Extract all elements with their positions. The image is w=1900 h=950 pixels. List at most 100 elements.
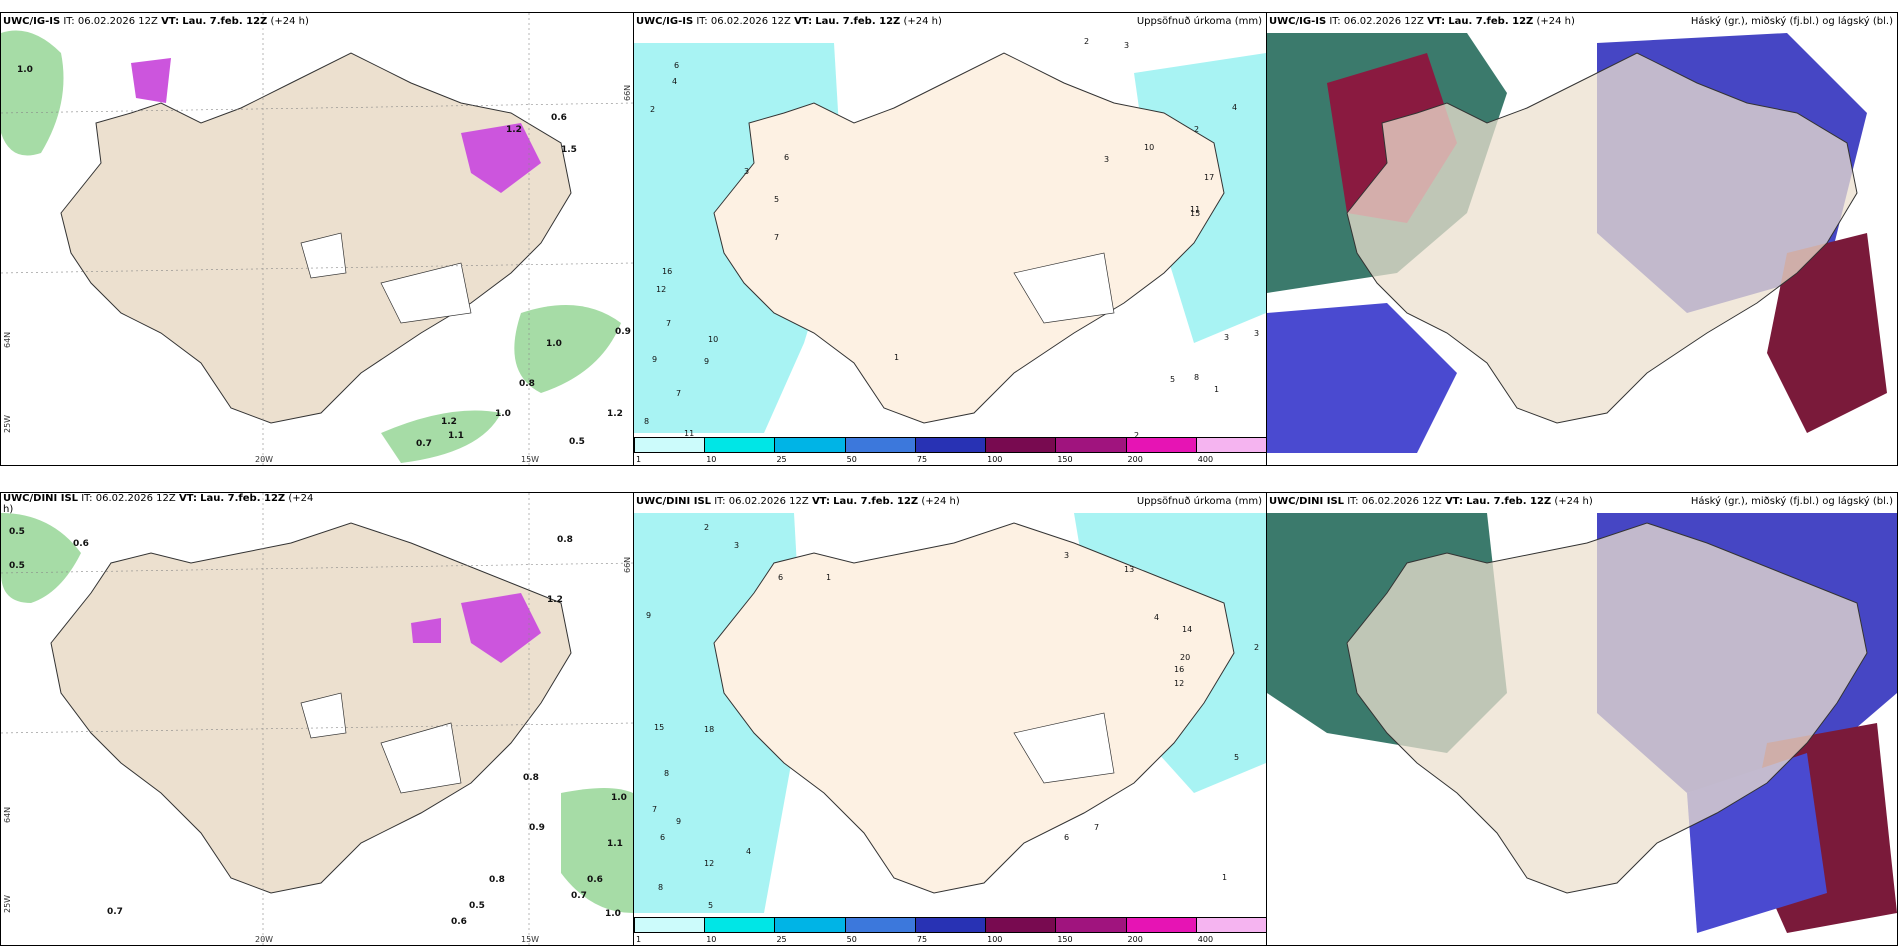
precip-value: 6 (784, 153, 790, 162)
wind-value: 1.0 (495, 409, 511, 419)
lat-label-64n: 64N (3, 331, 12, 348)
map-canvas (1267, 493, 1897, 945)
precip-value: 1 (894, 353, 900, 362)
precip-value: 12 (1174, 679, 1185, 688)
wind-value: 0.7 (571, 891, 587, 901)
precip-colorbar: 1 10 25 50 75 100 150 200 400 (634, 437, 1266, 465)
colorbar-tick-label: 400 (1197, 935, 1214, 944)
precip-green-shading (1, 513, 81, 603)
precip-value: 5 (1170, 375, 1176, 384)
precip-green-shading (561, 788, 633, 913)
precip-value: 8 (664, 769, 670, 778)
colorbar-swatch (844, 917, 916, 933)
precip-value: 3 (1104, 155, 1110, 164)
precip-value: 12 (656, 285, 667, 294)
colorbar-swatch (1195, 437, 1266, 453)
wind-value: 1.0 (611, 793, 627, 803)
precip-value: 9 (704, 357, 710, 366)
precip-value: 16 (1174, 665, 1185, 674)
precip-value: 2 (704, 523, 710, 532)
colorbar-tick-label: 25 (776, 455, 787, 464)
colorbar-tick-label: 25 (776, 935, 787, 944)
colorbar-tick-label: 10 (706, 455, 717, 464)
lon-label-20w: 20W (255, 455, 274, 464)
mid-cloud-shading (1767, 233, 1887, 433)
panel-field-title: Háský (gr.), miðský (fj.bl.) og lágský (… (1690, 16, 1893, 27)
colorbar-swatch (844, 437, 916, 453)
ice-cap (380, 262, 472, 324)
cloud-cover-map-dini-isl: UWC/DINI ISL IT: 06.02.2026 12Z VT: Lau.… (1266, 492, 1898, 946)
colorbar-swatch (985, 917, 1057, 933)
colorbar-swatch (774, 437, 846, 453)
accumulated-precip-map-ig-is: UWC/IG-IS IT: 06.02.2026 12Z VT: Lau. 7.… (633, 12, 1267, 466)
precip-green-shading (381, 410, 501, 463)
precip-value: 20 (1180, 653, 1191, 662)
precip-value: 7 (666, 319, 672, 328)
wind-value: 0.9 (615, 327, 631, 337)
colorbar-tick-label: 1 (636, 455, 642, 464)
ice-cap (300, 692, 347, 739)
precip-value: 16 (662, 267, 673, 276)
precip-value: 4 (672, 77, 678, 86)
iceland-land (713, 522, 1235, 894)
wind-value: 1.1 (607, 839, 623, 849)
violet-shading (461, 123, 541, 193)
map-canvas (1, 493, 633, 945)
colorbar-tick-label: 150 (1057, 935, 1073, 944)
lat-label-25w: 25W (3, 414, 12, 433)
precip-colorbar: 1 10 25 50 75 100 150 200 400 (634, 917, 1266, 945)
precip-value: 7 (1094, 823, 1100, 832)
wind-value: 0.7 (416, 439, 432, 449)
violet-shading (461, 593, 541, 663)
wind-value: 0.6 (73, 539, 89, 549)
precip-value: 9 (646, 611, 652, 620)
precip-value: 3 (744, 167, 750, 176)
precip-value: 2 (1254, 643, 1260, 652)
precip-value: 11 (1190, 205, 1201, 214)
colorbar-tick-label: 200 (1127, 455, 1143, 464)
cloud-cover-map-ig-is: UWC/IG-IS IT: 06.02.2026 12Z VT: Lau. 7.… (1266, 12, 1898, 466)
precip-value: 1 (1222, 873, 1228, 882)
wind-value: 1.2 (441, 417, 457, 427)
iceland-land (713, 52, 1225, 424)
wind-precip-map-ig-is: UWC/IG-IS IT: 06.02.2026 12Z VT: Lau. 7.… (0, 12, 634, 466)
wind-value: 0.6 (451, 917, 467, 927)
lon-label-15w: 15W (521, 455, 540, 464)
colorbar-swatch (914, 917, 987, 933)
panel-field-title: Háský (gr.), miðský (fj.bl.) og lágský (… (1690, 496, 1893, 507)
colorbar-swatch (1055, 917, 1127, 933)
colorbar-swatch (1125, 437, 1197, 453)
colorbar-swatch (985, 437, 1057, 453)
colorbar-tick-label: 200 (1127, 935, 1143, 944)
precip-value: 7 (676, 389, 682, 398)
wind-value: 1.5 (561, 145, 577, 155)
colorbar-tick-label: 75 (916, 455, 928, 464)
colorbar-tick-label: 400 (1197, 455, 1214, 464)
wind-value: 0.8 (557, 535, 573, 545)
precip-value: 8 (1194, 373, 1200, 382)
wind-precip-map-dini-isl: UWC/DINI ISL IT: 06.02.2026 12Z VT: Lau.… (0, 492, 634, 946)
lon-label-15w: 15W (521, 935, 540, 944)
violet-shading (131, 58, 171, 103)
precip-value: 4 (1154, 613, 1160, 622)
panel-title: UWC/IG-IS IT: 06.02.2026 12Z VT: Lau. 7.… (636, 16, 942, 27)
precip-value: 6 (1064, 833, 1070, 842)
precip-value: 3 (1124, 41, 1130, 50)
precip-value: 1 (826, 573, 832, 582)
colorbar-tick-label: 1 (636, 935, 642, 944)
precip-value: 18 (704, 725, 715, 734)
wind-value: 0.5 (469, 901, 485, 911)
panel-title: UWC/DINI ISL IT: 06.02.2026 12Z VT: Lau.… (1269, 496, 1593, 507)
precip-value: 5 (774, 195, 780, 204)
precip-value: 2 (1194, 125, 1200, 134)
colorbar-swatch (634, 437, 706, 453)
precip-value: 10 (1144, 143, 1155, 152)
panel-title: UWC/DINI ISL IT: 06.02.2026 12Z VT: Lau.… (3, 493, 314, 515)
iceland-land (1346, 522, 1868, 894)
lon-label-20w: 20W (255, 935, 274, 944)
precip-value: 9 (652, 355, 658, 364)
colorbar-tick-label: 75 (916, 935, 928, 944)
wind-value: 0.8 (519, 379, 535, 389)
wind-value: 0.7 (107, 907, 123, 917)
map-canvas (634, 493, 1266, 945)
